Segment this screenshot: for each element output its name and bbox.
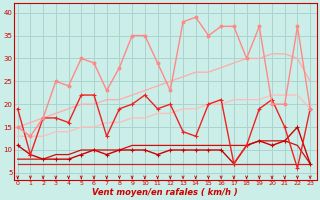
X-axis label: Vent moyen/en rafales ( km/h ): Vent moyen/en rafales ( km/h ): [92, 188, 238, 197]
